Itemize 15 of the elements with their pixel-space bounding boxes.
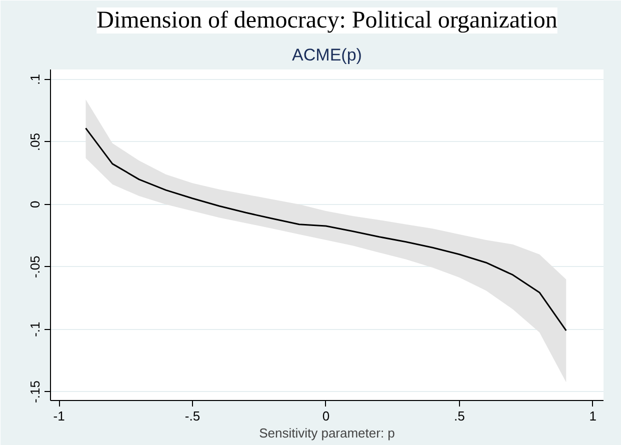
y-tick-label: -.1 [28,322,42,337]
x-tick-label: -.5 [184,408,200,424]
y-tick-label: -.15 [28,380,42,403]
x-tick-label: 1 [589,408,596,424]
y-tick-label: .05 [28,132,42,151]
y-tick-label: -.05 [28,256,42,278]
x-tick-label: 0 [322,408,330,424]
line-series [84,127,567,332]
y-tick-label: .1 [28,74,42,85]
y-tick-label: 0 [28,200,42,208]
x-tick-label: -1 [53,408,65,424]
x-axis-title: Sensitivity parameter: p [259,426,395,440]
chart-title: Dimension of democracy: Political organization [96,8,558,34]
chart-subtitle: ACME(p) [292,46,362,64]
x-tick-label: .5 [454,408,465,424]
